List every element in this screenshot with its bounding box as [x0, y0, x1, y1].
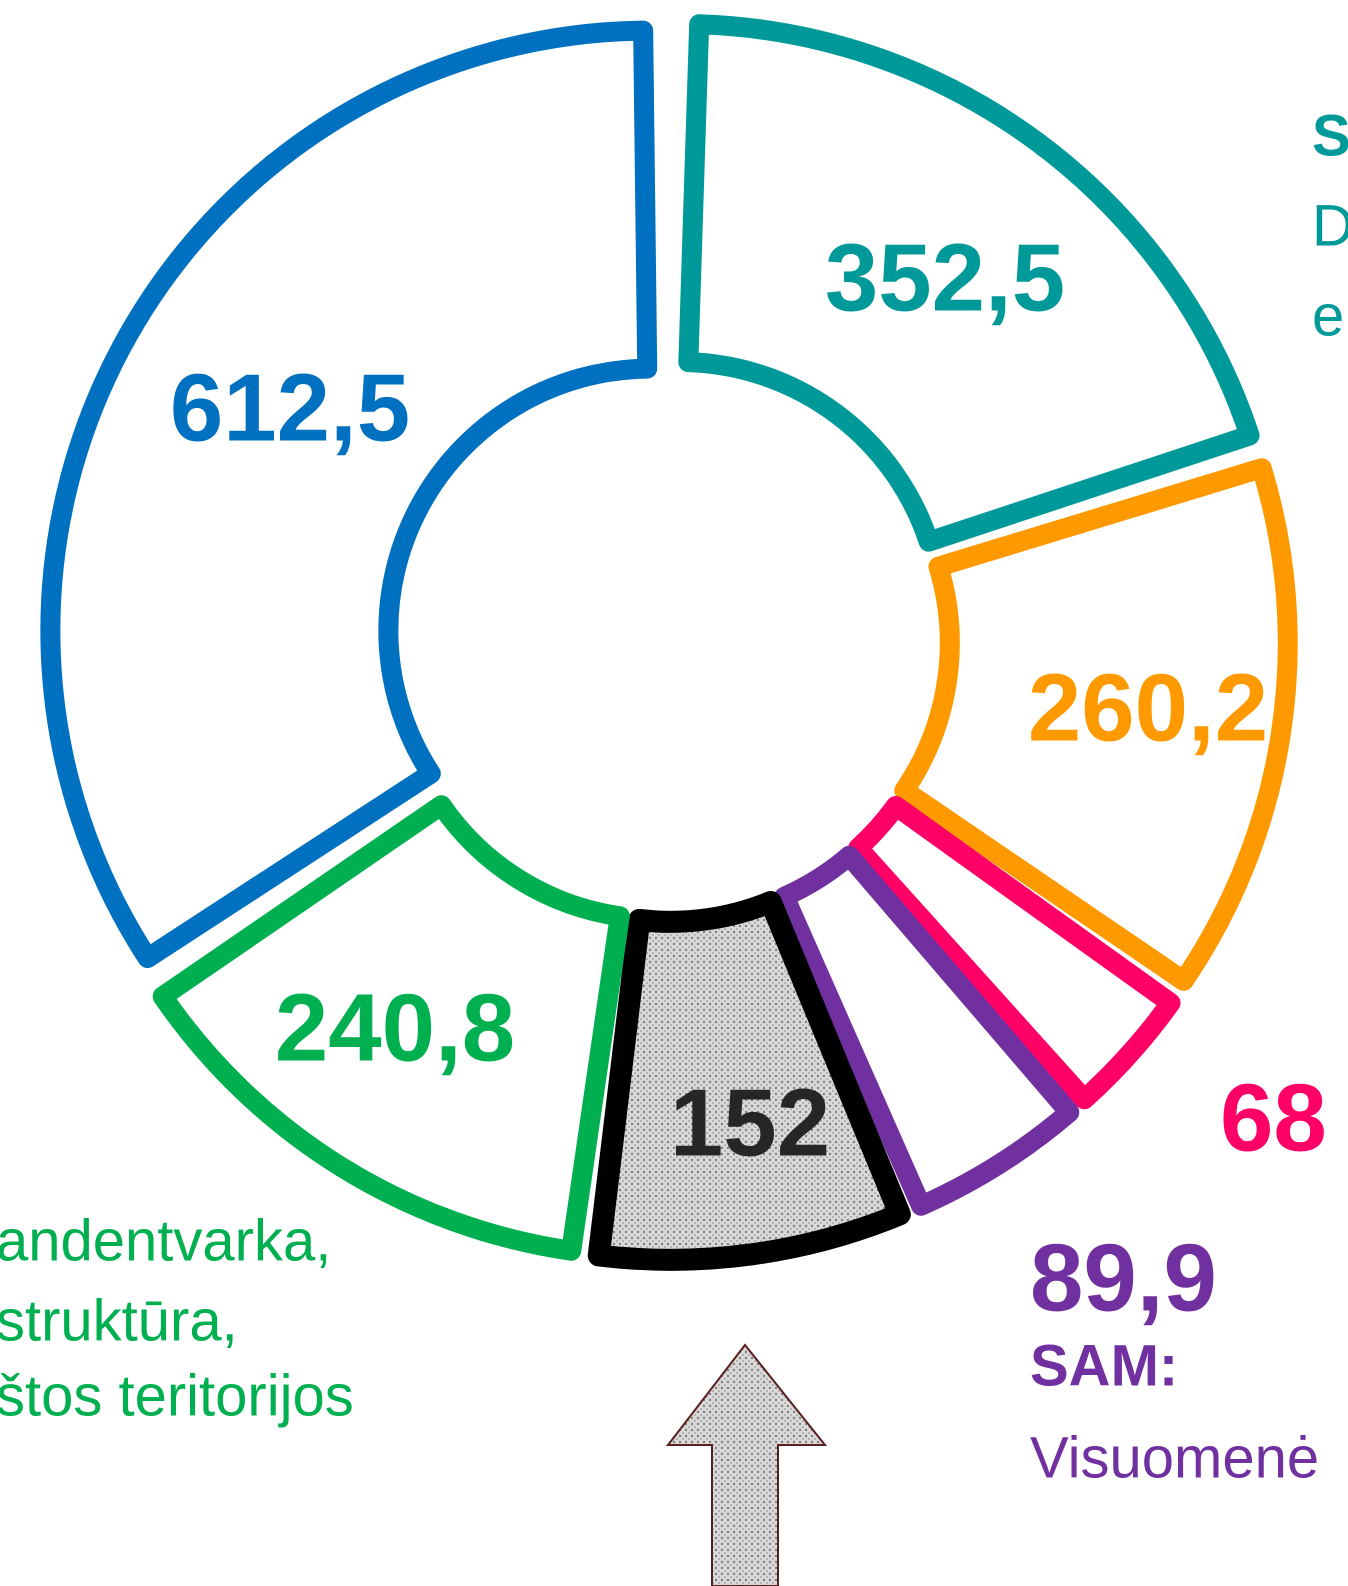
annotation: Visuomenė: [1030, 1425, 1319, 1490]
value-label: 352,5: [825, 224, 1065, 331]
value-label: 240,8: [275, 974, 515, 1081]
donut-segment: [848, 796, 1181, 1110]
arrow: [665, 1343, 828, 1586]
annotation: D: [1312, 193, 1348, 258]
annotation: SAM:: [1030, 1333, 1178, 1398]
annotation: e: [1312, 283, 1344, 348]
annotation: S: [1312, 103, 1348, 168]
donut-segment: [774, 845, 1080, 1216]
annotation: andentvarka,: [0, 1208, 331, 1273]
annotation: štos teritorijos: [0, 1363, 354, 1428]
donut-segment: [894, 458, 1298, 991]
value-label: 152: [670, 1069, 830, 1176]
donut-segment: [587, 890, 911, 1271]
donut-segment: [152, 795, 630, 1261]
donut-segment: [678, 14, 1260, 552]
value-label: 89,9: [1030, 1224, 1217, 1331]
value-label: 260,2: [1028, 654, 1268, 761]
annotation: struktūra,: [0, 1288, 238, 1353]
value-label: 68: [1220, 1064, 1327, 1171]
value-label: 612,5: [170, 354, 410, 461]
donut-segment: [40, 20, 658, 969]
